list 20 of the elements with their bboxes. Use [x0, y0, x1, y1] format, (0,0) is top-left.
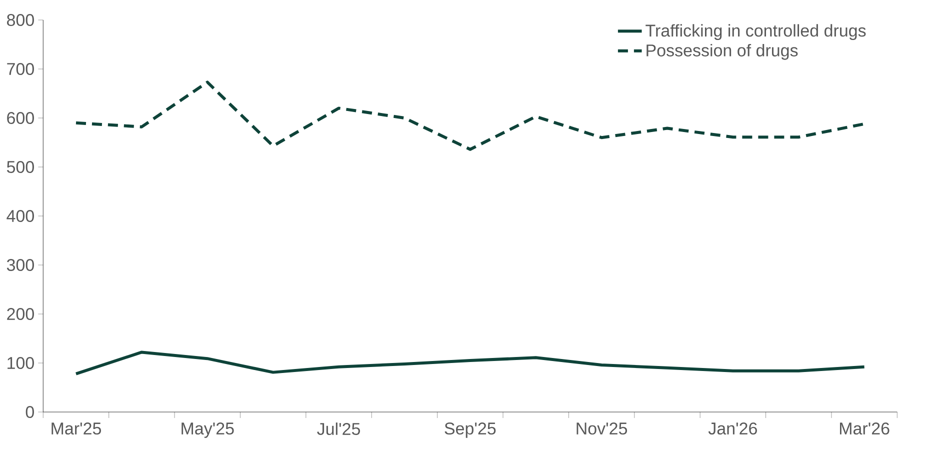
y-tick-label: 200 — [7, 308, 34, 320]
x-tick-label: Nov'25 — [576, 422, 628, 435]
y-tick-label: 500 — [6, 160, 34, 174]
x-tick-label: May'25 — [182, 422, 234, 438]
x-tick-label: Mar'25 — [52, 422, 101, 435]
x-tick-label: Sep'25 — [444, 422, 496, 438]
y-tick-label: 0 — [26, 406, 34, 418]
x-tick-label: Jul'25 — [317, 422, 360, 436]
line-series — [74, 80, 866, 151]
y-tick-label: 100 — [8, 356, 34, 370]
legend-label: Trafficking in controlled drugs — [646, 24, 866, 40]
y-tick-label: 800 — [7, 14, 34, 26]
x-tick-label: Mar'26 — [840, 422, 890, 435]
y-tick-label: 400 — [6, 210, 34, 222]
y-tick-label: 600 — [7, 112, 34, 124]
x-tick-label: Jan'26 — [708, 422, 757, 435]
y-tick-label: 700 — [7, 62, 34, 76]
y-tick-label: 300 — [6, 258, 34, 272]
legend-label: Possession of drugs — [646, 44, 798, 60]
line-series — [74, 350, 866, 376]
